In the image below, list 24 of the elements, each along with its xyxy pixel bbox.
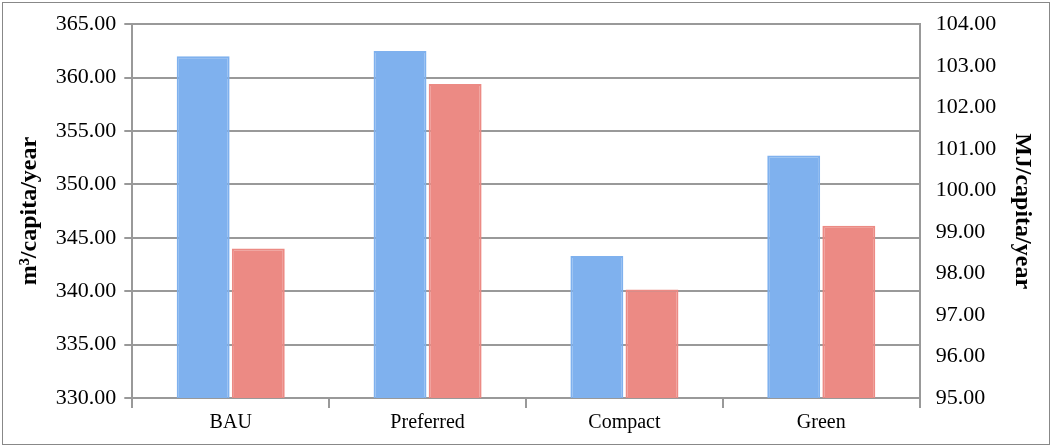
y-tick-label: 365.00 <box>55 9 117 35</box>
y-tick-label: 335.00 <box>55 330 117 356</box>
x-tick-label: BAU <box>209 410 253 433</box>
y2-tick-label: 104.00 <box>935 9 997 35</box>
y-tick-label: 355.00 <box>55 116 117 142</box>
x-tick-label: Compact <box>588 410 661 434</box>
y2-tick-label: 96.00 <box>935 342 986 368</box>
y2-axis-title: MJ/capita/year <box>1011 133 1038 290</box>
y2-tick-label: 95.00 <box>935 383 986 409</box>
y-tick-label: 360.00 <box>55 63 117 89</box>
y2-tick-label: 98.00 <box>935 259 986 285</box>
y-tick-label: 350.00 <box>55 170 117 196</box>
y2-tick-label: 100.00 <box>935 176 997 202</box>
y2-tick-label: 101.00 <box>935 134 997 160</box>
x-tick-label: Green <box>796 410 846 433</box>
y-tick-label: 345.00 <box>55 223 117 249</box>
y2-tick-label: 97.00 <box>935 300 986 326</box>
y-tick-label: 330.00 <box>55 383 117 409</box>
y2-tick-label: 103.00 <box>935 51 997 77</box>
y-axis-title: m³/capita/year <box>14 136 41 286</box>
x-tick-label: Preferred <box>390 410 465 433</box>
y2-tick-label: 102.00 <box>935 93 997 119</box>
y-tick-label: 340.00 <box>55 276 117 302</box>
y2-tick-label: 99.00 <box>935 217 986 243</box>
